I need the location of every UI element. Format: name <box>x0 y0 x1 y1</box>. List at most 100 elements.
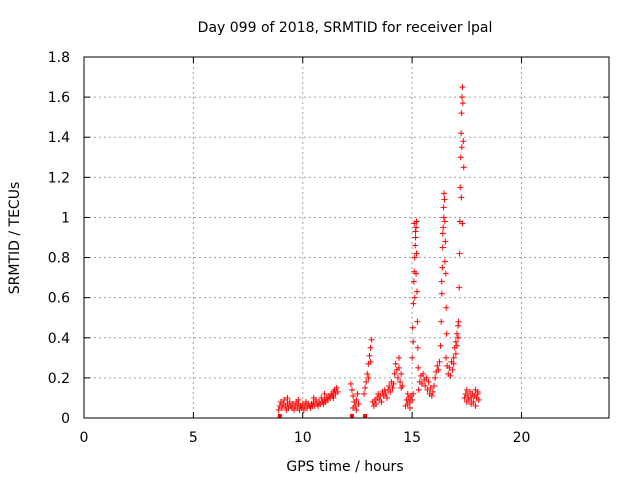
data-point <box>411 294 418 301</box>
data-point <box>363 378 370 385</box>
data-point <box>442 270 449 277</box>
data-point <box>368 336 375 343</box>
data-point <box>348 386 355 393</box>
y-tick-label: 1.6 <box>48 90 70 106</box>
data-point <box>415 386 422 393</box>
x-tick-label: 0 <box>80 430 89 446</box>
y-tick-label: 1 <box>61 210 70 226</box>
data-point <box>367 344 374 351</box>
data-point <box>458 144 465 151</box>
data-point <box>412 228 419 235</box>
data-point <box>460 138 467 145</box>
data-point <box>410 390 417 397</box>
data-point <box>362 384 369 391</box>
data-point <box>425 378 432 385</box>
data-point <box>463 386 470 393</box>
data-point <box>424 386 431 393</box>
data-point <box>410 338 417 345</box>
plot-frame <box>83 56 610 419</box>
data-point <box>295 396 302 403</box>
data-point <box>439 244 446 251</box>
data-point <box>459 220 466 227</box>
data-point <box>418 380 425 387</box>
data-point <box>391 370 398 377</box>
data-point <box>330 394 337 401</box>
data-point <box>475 396 482 403</box>
data-point <box>291 406 297 413</box>
data-point <box>350 392 357 399</box>
data-point <box>353 396 360 403</box>
data-point <box>441 190 448 197</box>
data-point <box>411 220 418 227</box>
data-point <box>464 392 471 399</box>
data-point <box>394 374 401 381</box>
data-point <box>458 130 465 137</box>
data-points <box>275 84 482 418</box>
x-tick-label: 20 <box>513 430 531 446</box>
data-point <box>373 400 380 407</box>
data-point <box>392 360 399 367</box>
data-point <box>438 290 445 297</box>
data-point <box>423 374 430 381</box>
y-tick-label: 1.2 <box>48 170 70 186</box>
data-point <box>442 238 449 245</box>
data-point <box>411 254 418 261</box>
data-point <box>432 374 439 381</box>
x-tick-label: 5 <box>189 430 198 446</box>
data-point <box>458 194 465 201</box>
data-point <box>355 400 362 407</box>
data-point <box>435 366 442 373</box>
data-point <box>413 270 420 277</box>
data-point <box>382 390 389 397</box>
data-point <box>361 390 367 397</box>
y-tick-label: 0.2 <box>48 371 70 387</box>
data-point <box>434 362 441 369</box>
y-tick-label: 0.8 <box>48 251 70 267</box>
data-point <box>455 334 462 341</box>
data-point <box>410 278 417 285</box>
data-point <box>386 382 393 389</box>
data-point <box>404 390 411 397</box>
data-point <box>468 400 475 407</box>
data-point <box>459 100 466 107</box>
data-point <box>438 318 445 325</box>
data-point <box>474 388 481 395</box>
data-point <box>436 358 443 365</box>
data-point <box>450 360 457 367</box>
data-point <box>460 164 467 171</box>
data-point <box>452 338 459 345</box>
data-point <box>347 380 354 387</box>
x-tick-label: 15 <box>403 430 421 446</box>
data-point <box>459 84 466 91</box>
y-tick-label: 1.4 <box>48 130 70 146</box>
data-point <box>452 350 459 357</box>
data-point <box>398 384 405 391</box>
data-point <box>389 384 396 391</box>
data-point <box>441 258 448 265</box>
y-axis-title: SRMTID / TECUs <box>7 182 23 295</box>
data-point <box>365 374 372 381</box>
data-point <box>367 358 374 365</box>
data-point <box>333 384 340 391</box>
data-point <box>468 394 475 401</box>
data-point <box>281 396 288 403</box>
data-point <box>431 382 437 389</box>
data-point <box>457 184 464 191</box>
x-axis-title: GPS time / hours <box>286 459 403 475</box>
y-tick-label: 1.8 <box>48 50 70 66</box>
data-point <box>456 284 463 291</box>
data-point <box>449 366 456 373</box>
data-point <box>378 398 385 405</box>
data-point <box>429 388 436 395</box>
data-point <box>334 388 341 395</box>
data-point <box>453 342 460 349</box>
gridlines <box>84 57 609 418</box>
data-point <box>440 224 447 231</box>
data-point <box>447 372 454 379</box>
chart-title: Day 099 of 2018, SRMTID for receiver lpa… <box>198 20 493 36</box>
data-point <box>443 304 450 311</box>
data-point <box>420 370 427 377</box>
data-point <box>397 378 404 385</box>
data-point <box>422 382 429 389</box>
